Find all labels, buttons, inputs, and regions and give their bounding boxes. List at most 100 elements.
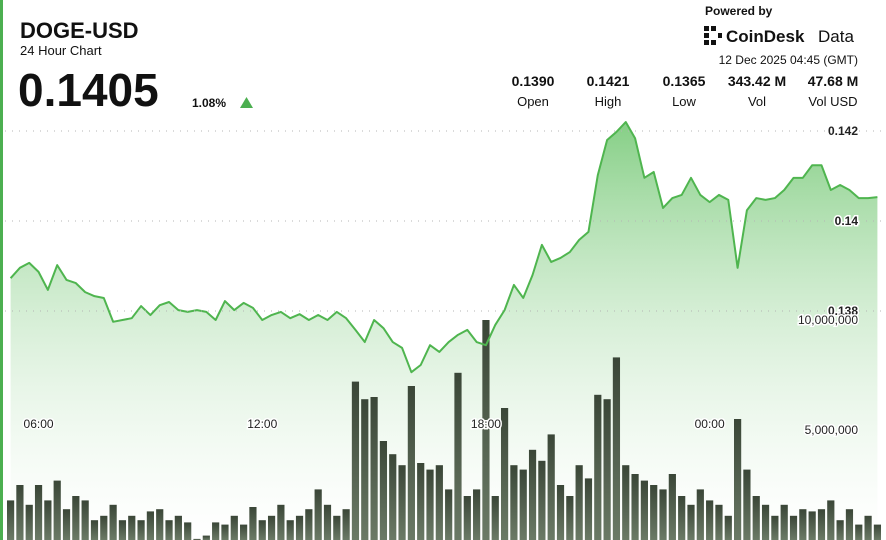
volume-bar <box>668 474 676 540</box>
volume-bar <box>25 504 33 540</box>
stats: 0.1390 Open 0.1421 High 0.1365 Low 343.42 M Vol… <box>512 73 859 109</box>
volume-bar <box>407 386 415 540</box>
stat-value: 343.42 M <box>728 73 786 89</box>
volume-bar <box>491 496 499 540</box>
up-arrow <box>240 97 253 108</box>
volume-bar <box>622 465 630 540</box>
volume-bar <box>277 504 285 540</box>
volume-bar <box>305 509 313 540</box>
volume-bar <box>295 515 304 540</box>
volume-bar <box>426 469 434 540</box>
volume-bar <box>6 500 15 540</box>
volume-bar <box>528 449 537 540</box>
bar-layer <box>6 320 882 540</box>
volume-bar <box>221 524 229 540</box>
volume-bar <box>734 419 742 540</box>
logo-name: CoinDesk <box>726 27 805 46</box>
volume-bar <box>584 478 593 540</box>
subtitle: 24 Hour Chart <box>20 43 102 58</box>
volume-bar <box>799 509 807 540</box>
volume-bar <box>482 320 490 540</box>
volume-bar <box>873 524 882 540</box>
volume-bar <box>855 524 863 540</box>
volume-bar <box>836 520 844 540</box>
volume-bar <box>659 489 667 540</box>
volume-bar <box>398 465 406 540</box>
volume-bar <box>34 485 43 540</box>
volume-bar <box>678 496 686 540</box>
volume-bar <box>100 515 108 540</box>
volume-bar <box>500 408 509 540</box>
volume-bar <box>845 509 854 540</box>
volume-bar <box>193 538 201 540</box>
volume-bar <box>640 480 648 540</box>
volume-bar <box>53 480 61 540</box>
volume-bar <box>631 474 639 540</box>
volume-bar <box>556 485 565 540</box>
y-tick-label: 0.142 <box>828 124 858 138</box>
volume-bar <box>864 515 872 540</box>
stat-value: 47.68 M <box>808 73 859 89</box>
volume-bar <box>314 489 322 540</box>
plot-area: 0.138 0.14 0.142 5,000,000 10,000,000 06:00 12… <box>5 121 883 540</box>
volume-bar <box>696 489 704 540</box>
volume-bar <box>603 399 611 540</box>
volume-bar <box>342 509 350 540</box>
volume-bar <box>202 535 210 540</box>
volume-bar <box>361 399 369 540</box>
volume-bar <box>323 504 332 540</box>
volume-bar <box>174 515 182 540</box>
volume-bar <box>594 394 602 540</box>
powered-by: Powered by <box>705 4 773 18</box>
volume-bar <box>789 515 798 540</box>
volume-bar <box>90 520 99 540</box>
price-area <box>10 122 878 540</box>
volume-bar <box>538 460 546 540</box>
volume-bar <box>706 500 714 540</box>
stat-value: 0.1390 <box>512 73 555 89</box>
change: 1.08% <box>192 96 226 110</box>
volume-bar <box>258 520 266 540</box>
volume-bar <box>72 496 80 540</box>
stat-label: Vol <box>748 94 766 109</box>
volume-bar <box>118 520 127 540</box>
volume-bar <box>184 522 192 540</box>
x-tick-label: 18:00 <box>471 417 501 431</box>
y-tick-label: 0.138 <box>828 304 858 318</box>
volume-bar <box>44 500 52 540</box>
label-layer: 0.138 0.14 0.142 5,000,000 10,000,000 06:00 12… <box>22 123 860 439</box>
volume-bar <box>109 504 117 540</box>
stat-label: High <box>595 94 622 109</box>
volume-bar <box>146 511 154 540</box>
symbol: DOGE-USD <box>20 18 139 43</box>
volume-bar <box>81 500 89 540</box>
y2-tick-label: 10,000,000 <box>798 313 858 327</box>
y2-tick-label: 5,000,000 <box>805 423 859 437</box>
volume-bar <box>724 515 732 540</box>
volume-bar <box>827 500 835 540</box>
volume-bar <box>463 496 471 540</box>
volume-bar <box>165 520 173 540</box>
y-tick-label: 0.14 <box>835 214 859 228</box>
volume-bar <box>612 357 621 540</box>
volume-bar <box>137 520 145 540</box>
accent-border <box>0 0 3 540</box>
volume-bar <box>808 511 816 540</box>
volume-bar <box>240 524 248 540</box>
logo-suffix: Data <box>818 27 854 46</box>
volume-bar <box>62 509 71 540</box>
volume-bar <box>752 496 760 540</box>
volume-bar <box>817 509 826 540</box>
volume-bar <box>333 515 341 540</box>
volume-bar <box>156 509 164 540</box>
volume-bar <box>128 515 136 540</box>
volume-bar <box>473 489 481 540</box>
stat-label: Low <box>672 94 696 109</box>
volume-bar <box>389 454 397 540</box>
logo-icon <box>704 26 722 45</box>
volume-bar <box>445 489 453 540</box>
volume-bar <box>687 504 695 540</box>
volume-bar <box>510 465 518 540</box>
volume-bar <box>286 520 294 540</box>
